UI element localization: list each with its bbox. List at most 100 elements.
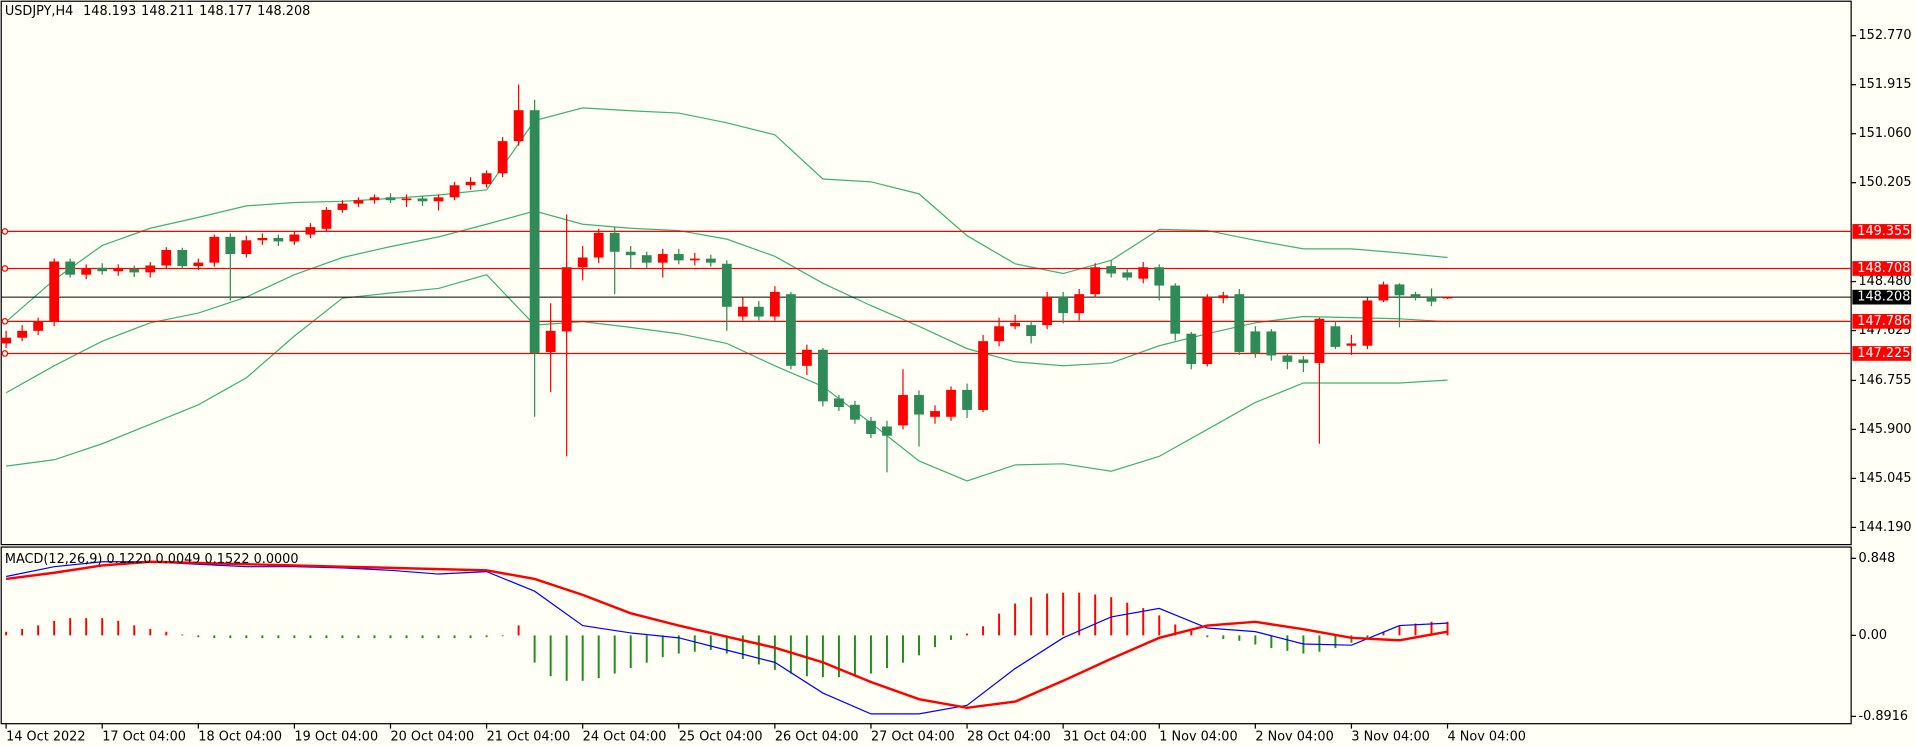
main-pane-frame — [0, 0, 1852, 546]
y-tick-label: 0.848 — [1858, 551, 1895, 566]
candle-body — [113, 268, 124, 272]
candle-body — [930, 411, 940, 417]
candle-body — [1346, 343, 1357, 346]
candle-body — [962, 389, 972, 410]
candle-body — [1250, 331, 1261, 354]
candle-body — [1026, 325, 1037, 337]
macd-title: MACD(12,26,9) 0.1220 0.0049 0.1522 0.000… — [5, 552, 299, 567]
candle-body — [545, 330, 556, 353]
y-tick-label: 151.060 — [1858, 126, 1911, 141]
candle-body — [1314, 318, 1325, 363]
level-label-bg — [1852, 313, 1912, 329]
x-tick-label: 21 Oct 04:00 — [487, 730, 571, 745]
x-tick-label: 27 Oct 04:00 — [871, 730, 955, 745]
x-tick-label: 18 Oct 04:00 — [198, 730, 282, 745]
price-label-bg — [1852, 289, 1912, 305]
candle-body — [209, 236, 220, 263]
candle-body — [1362, 300, 1373, 346]
candle-body — [882, 426, 892, 436]
x-tick-label: 25 Oct 04:00 — [679, 730, 763, 745]
y-tick-label: 145.900 — [1858, 422, 1911, 437]
level-label: 147.225 — [1857, 346, 1910, 361]
bollinger-band — [6, 273, 1448, 482]
header-value: 148.177 — [199, 4, 252, 19]
candle-body — [834, 398, 844, 408]
candle-body — [609, 232, 620, 252]
y-tick-label: 152.770 — [1858, 28, 1911, 43]
y-tick-label: 150.205 — [1858, 175, 1911, 190]
header-value: 148.211 — [141, 4, 194, 19]
chart-header: USDJPY,H4 148.193 148.211 148.177 148.208 — [5, 4, 310, 19]
candle-body — [321, 209, 332, 229]
level-label: 147.786 — [1857, 314, 1910, 329]
level-anchor — [1, 228, 9, 235]
y-tick-label: 148.480 — [1858, 274, 1911, 289]
candle-body — [241, 240, 252, 255]
y-tick-label: 0.00 — [1858, 628, 1887, 643]
bollinger-band — [5, 107, 1448, 323]
candle-body — [561, 267, 572, 332]
candle-body — [1170, 285, 1181, 334]
candle-body — [705, 258, 716, 263]
candle-body — [1186, 333, 1197, 365]
candle-body — [385, 197, 396, 201]
candle-body — [689, 258, 700, 261]
x-tick-label: 14 Oct 2022 — [6, 730, 85, 745]
candle-body — [497, 141, 508, 174]
candle-body — [305, 227, 316, 235]
x-tick-label: 19 Oct 04:00 — [294, 730, 378, 745]
level-label: 148.708 — [1857, 261, 1910, 276]
x-tick-label: 28 Oct 04:00 — [967, 730, 1051, 745]
candle-body — [49, 261, 60, 322]
candle-body — [946, 389, 956, 417]
candle-body — [1442, 297, 1453, 299]
candle-body — [481, 173, 492, 185]
macd-line — [5, 561, 1448, 715]
candle-body — [145, 265, 156, 273]
candle-body — [177, 250, 188, 267]
candle-body — [657, 254, 668, 263]
y-tick-label: 151.915 — [1858, 77, 1911, 92]
candle-body — [1106, 266, 1117, 274]
candle-body — [1, 337, 12, 344]
candle-body — [193, 262, 204, 267]
header-value: 148.208 — [257, 4, 310, 19]
candle-body — [81, 268, 92, 275]
x-tick-label: 2 Nov 04:00 — [1255, 730, 1333, 745]
candle-body — [433, 197, 444, 202]
candle-body — [673, 254, 684, 261]
candle-body — [33, 321, 44, 331]
x-tick-label: 3 Nov 04:00 — [1351, 730, 1429, 745]
candle-body — [1202, 297, 1213, 365]
price-label: 148.208 — [1857, 290, 1910, 305]
candle-body — [1410, 294, 1421, 298]
candle-body — [513, 110, 524, 142]
candle-body — [17, 330, 28, 338]
candle-body — [1218, 295, 1229, 299]
y-tick-label: -0.8916 — [1858, 709, 1908, 724]
candle-body — [65, 261, 76, 275]
candle-body — [994, 326, 1004, 342]
candle-body — [465, 181, 476, 186]
x-tick-label: 31 Oct 04:00 — [1063, 730, 1147, 745]
x-tick-label: 24 Oct 04:00 — [583, 730, 667, 745]
y-tick-label: 146.755 — [1858, 373, 1911, 388]
y-tick-label: 145.045 — [1858, 471, 1911, 486]
candle-body — [978, 341, 988, 410]
candle-body — [1122, 272, 1133, 278]
candle-body — [257, 237, 268, 241]
candle-body — [273, 237, 284, 242]
candle-body — [898, 395, 908, 426]
level-label-bg — [1852, 346, 1912, 361]
candle-body — [866, 420, 876, 435]
x-tick-label: 4 Nov 04:00 — [1448, 730, 1526, 745]
level-anchor — [1, 265, 9, 272]
level-anchor — [1, 350, 9, 357]
candle-body — [914, 395, 924, 415]
candle-body — [401, 198, 412, 201]
candle-body — [161, 250, 172, 266]
candle-body — [1058, 297, 1069, 314]
